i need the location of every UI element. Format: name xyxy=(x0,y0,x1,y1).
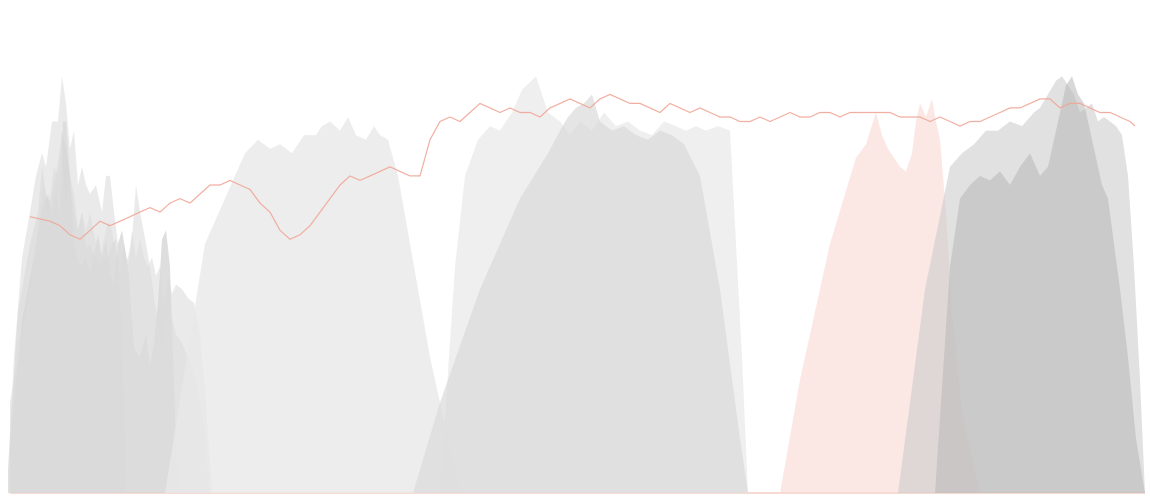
series-area-10 xyxy=(935,76,1145,493)
series-area-4 xyxy=(8,76,210,493)
series-line-11 xyxy=(29,93,1136,241)
series-area-7 xyxy=(413,94,748,494)
series-layer xyxy=(8,76,1145,494)
series-area-5 xyxy=(165,117,462,493)
